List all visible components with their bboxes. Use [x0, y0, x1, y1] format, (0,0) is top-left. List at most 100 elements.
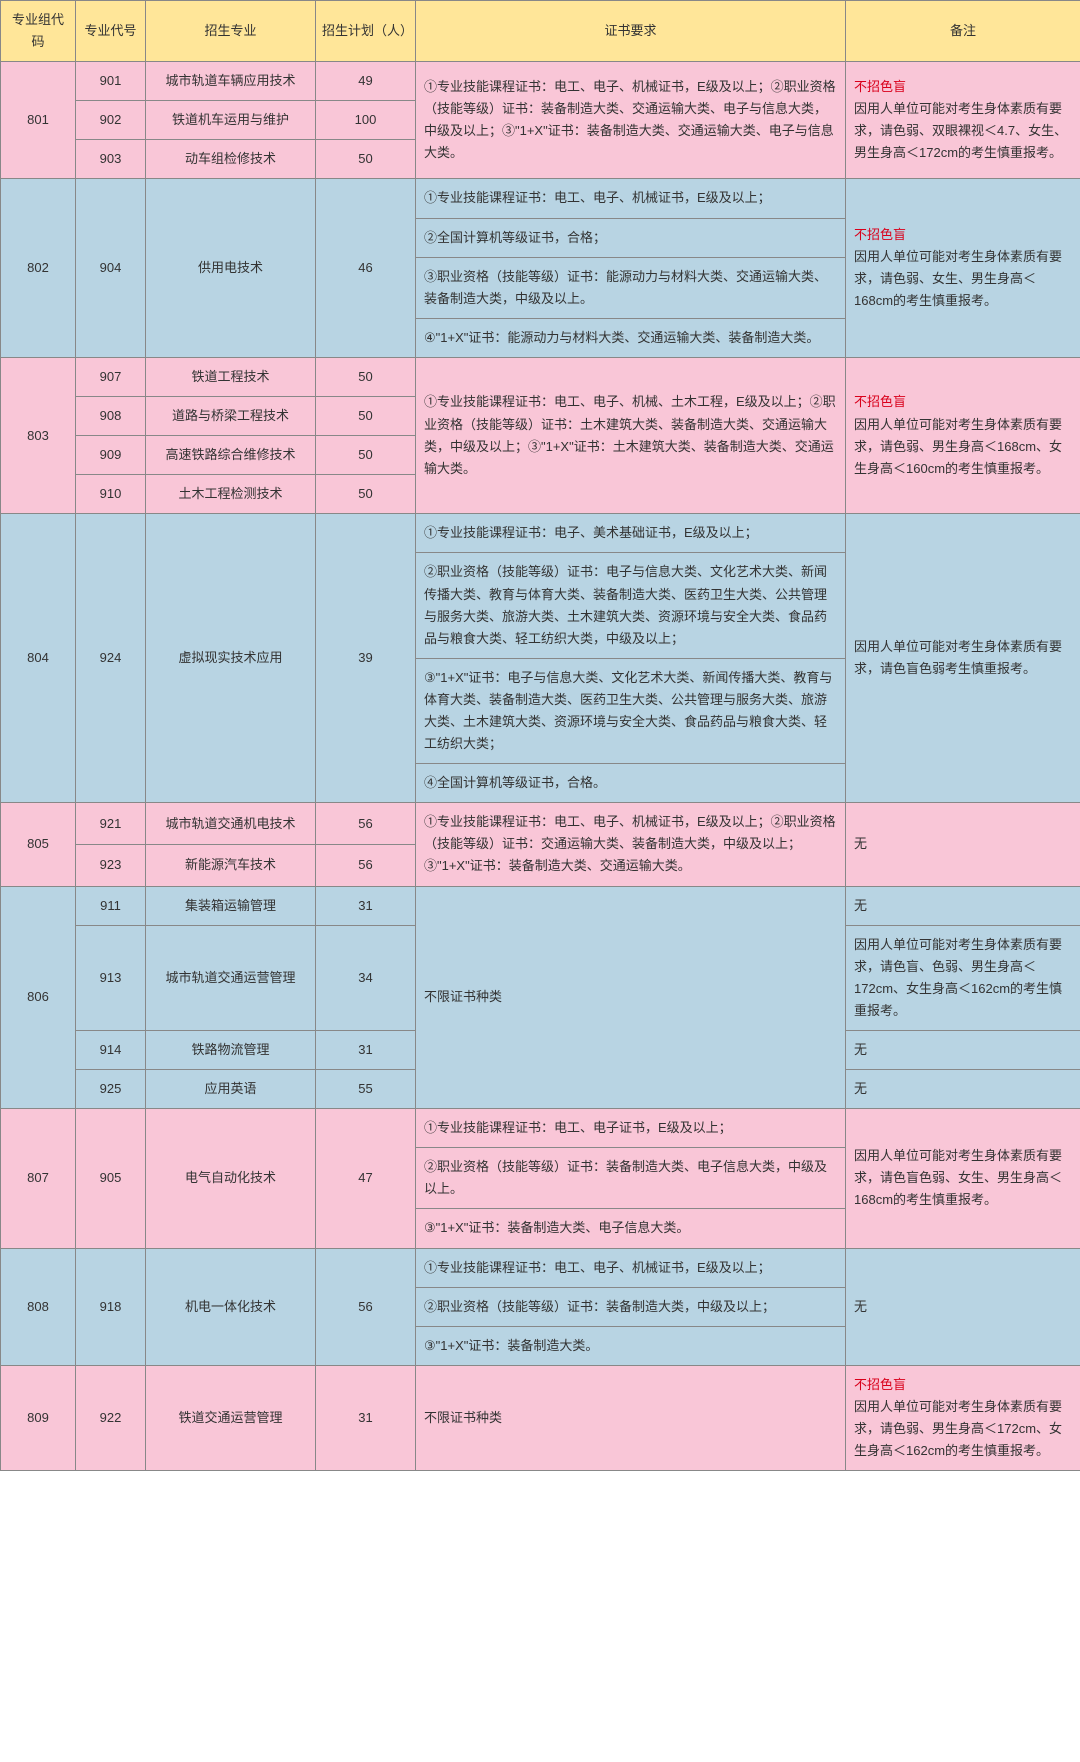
hdr-major-code: 专业代号	[76, 1, 146, 62]
plan-cell: 39	[316, 514, 416, 803]
major-code-cell: 911	[76, 886, 146, 925]
major-code-cell: 901	[76, 62, 146, 101]
plan-cell: 100	[316, 101, 416, 140]
major-code-cell: 902	[76, 101, 146, 140]
note-text: 因用人单位可能对考生身体素质有要求，请色弱、双眼裸视＜4.7、女生、男生身高＜1…	[854, 101, 1067, 160]
plan-cell: 31	[316, 886, 416, 925]
note-text: 因用人单位可能对考生身体素质有要求，请色弱、男生身高＜172cm、女生身高＜16…	[854, 1399, 1062, 1458]
major-name-cell: 电气自动化技术	[146, 1109, 316, 1248]
note-cell: 无	[846, 803, 1080, 886]
note-cell: 无	[846, 886, 1080, 925]
note-warning: 不招色盲	[854, 227, 906, 242]
note-cell: 无	[846, 1248, 1080, 1365]
major-name-cell: 新能源汽车技术	[146, 844, 316, 886]
major-code-cell: 909	[76, 436, 146, 475]
group-code-cell: 804	[1, 514, 76, 803]
major-code-cell: 905	[76, 1109, 146, 1248]
note-warning: 不招色盲	[854, 1377, 906, 1392]
note-cell: 无	[846, 1070, 1080, 1109]
cert-cell: ①专业技能课程证书：电工、电子、机械证书，E级及以上；②职业资格（技能等级）证书…	[416, 803, 846, 886]
major-name-cell: 高速铁路综合维修技术	[146, 436, 316, 475]
note-cell: 不招色盲因用人单位可能对考生身体素质有要求，请色弱、双眼裸视＜4.7、女生、男生…	[846, 62, 1080, 179]
cert-cell: ①专业技能课程证书：电子、美术基础证书，E级及以上；	[416, 514, 846, 553]
note-cell: 因用人单位可能对考生身体素质有要求，请色盲、色弱、男生身高＜172cm、女生身高…	[846, 925, 1080, 1030]
group-code-cell: 802	[1, 179, 76, 357]
cert-cell: ③"1+X"证书：电子与信息大类、文化艺术大类、新闻传播大类、教育与体育大类、装…	[416, 658, 846, 763]
note-cell: 因用人单位可能对考生身体素质有要求，请色盲色弱考生慎重报考。	[846, 514, 1080, 803]
plan-cell: 47	[316, 1109, 416, 1248]
major-name-cell: 城市轨道车辆应用技术	[146, 62, 316, 101]
plan-cell: 50	[316, 357, 416, 396]
note-cell: 不招色盲因用人单位可能对考生身体素质有要求，请色弱、男生身高＜172cm、女生身…	[846, 1365, 1080, 1470]
note-cell: 不招色盲因用人单位可能对考生身体素质有要求，请色弱、女生、男生身高＜168cm的…	[846, 179, 1080, 357]
plan-cell: 50	[316, 397, 416, 436]
plan-cell: 50	[316, 140, 416, 179]
hdr-plan: 招生计划（人）	[316, 1, 416, 62]
hdr-cert: 证书要求	[416, 1, 846, 62]
table-row: 803907铁道工程技术50①专业技能课程证书：电工、电子、机械、土木工程，E级…	[1, 357, 1080, 396]
cert-cell: ①专业技能课程证书：电工、电子、机械证书，E级及以上；	[416, 1248, 846, 1287]
plan-cell: 56	[316, 844, 416, 886]
major-name-cell: 应用英语	[146, 1070, 316, 1109]
major-name-cell: 城市轨道交通运营管理	[146, 925, 316, 1030]
plan-cell: 31	[316, 1365, 416, 1470]
plan-cell: 56	[316, 803, 416, 845]
major-code-cell: 907	[76, 357, 146, 396]
group-code-cell: 803	[1, 357, 76, 513]
table-row: 808918机电一体化技术56①专业技能课程证书：电工、电子、机械证书，E级及以…	[1, 1248, 1080, 1287]
table-row: 804924虚拟现实技术应用39①专业技能课程证书：电子、美术基础证书，E级及以…	[1, 514, 1080, 553]
admission-table: 专业组代码 专业代号 招生专业 招生计划（人） 证书要求 备注 801901城市…	[0, 0, 1080, 1471]
plan-cell: 49	[316, 62, 416, 101]
table-body: 801901城市轨道车辆应用技术49①专业技能课程证书：电工、电子、机械证书，E…	[1, 62, 1080, 1471]
major-code-cell: 904	[76, 179, 146, 357]
cert-cell: ②职业资格（技能等级）证书：电子与信息大类、文化艺术大类、新闻传播大类、教育与体…	[416, 553, 846, 658]
group-code-cell: 808	[1, 1248, 76, 1365]
table-row: 807905电气自动化技术47①专业技能课程证书：电工、电子证书，E级及以上；因…	[1, 1109, 1080, 1148]
group-code-cell: 809	[1, 1365, 76, 1470]
major-name-cell: 城市轨道交通机电技术	[146, 803, 316, 845]
major-name-cell: 机电一体化技术	[146, 1248, 316, 1365]
major-code-cell: 921	[76, 803, 146, 845]
table-header: 专业组代码 专业代号 招生专业 招生计划（人） 证书要求 备注	[1, 1, 1080, 62]
major-name-cell: 集装箱运输管理	[146, 886, 316, 925]
plan-cell: 46	[316, 179, 416, 357]
plan-cell: 50	[316, 475, 416, 514]
plan-cell: 31	[316, 1031, 416, 1070]
cert-cell: 不限证书种类	[416, 1365, 846, 1470]
major-name-cell: 虚拟现实技术应用	[146, 514, 316, 803]
cert-cell: ②职业资格（技能等级）证书：装备制造大类，中级及以上；	[416, 1287, 846, 1326]
plan-cell: 50	[316, 436, 416, 475]
major-name-cell: 铁道机车运用与维护	[146, 101, 316, 140]
group-code-cell: 806	[1, 886, 76, 1109]
major-code-cell: 903	[76, 140, 146, 179]
major-code-cell: 918	[76, 1248, 146, 1365]
major-name-cell: 道路与桥梁工程技术	[146, 397, 316, 436]
cert-cell: ②全国计算机等级证书，合格；	[416, 218, 846, 257]
hdr-note: 备注	[846, 1, 1080, 62]
major-code-cell: 924	[76, 514, 146, 803]
table-row: 809922铁道交通运营管理31不限证书种类不招色盲因用人单位可能对考生身体素质…	[1, 1365, 1080, 1470]
cert-cell: ①专业技能课程证书：电工、电子、机械、土木工程，E级及以上；②职业资格（技能等级…	[416, 357, 846, 513]
note-text: 因用人单位可能对考生身体素质有要求，请色弱、男生身高＜168cm、女生身高＜16…	[854, 417, 1062, 476]
cert-cell: 不限证书种类	[416, 886, 846, 1109]
major-code-cell: 913	[76, 925, 146, 1030]
table-row: 802904供用电技术46①专业技能课程证书：电工、电子、机械证书，E级及以上；…	[1, 179, 1080, 218]
note-cell: 不招色盲因用人单位可能对考生身体素质有要求，请色弱、男生身高＜168cm、女生身…	[846, 357, 1080, 513]
cert-cell: ④"1+X"证书：能源动力与材料大类、交通运输大类、装备制造大类。	[416, 318, 846, 357]
plan-cell: 34	[316, 925, 416, 1030]
major-name-cell: 铁道工程技术	[146, 357, 316, 396]
note-text: 因用人单位可能对考生身体素质有要求，请色盲色弱、女生、男生身高＜168cm的考生…	[854, 1148, 1062, 1207]
note-warning: 不招色盲	[854, 394, 906, 409]
cert-cell: ③"1+X"证书：装备制造大类、电子信息大类。	[416, 1209, 846, 1248]
note-cell: 无	[846, 1031, 1080, 1070]
cert-cell: ④全国计算机等级证书，合格。	[416, 764, 846, 803]
plan-cell: 55	[316, 1070, 416, 1109]
major-code-cell: 925	[76, 1070, 146, 1109]
cert-cell: ③"1+X"证书：装备制造大类。	[416, 1326, 846, 1365]
note-text: 因用人单位可能对考生身体素质有要求，请色盲色弱考生慎重报考。	[854, 639, 1062, 676]
major-name-cell: 土木工程检测技术	[146, 475, 316, 514]
group-code-cell: 807	[1, 1109, 76, 1248]
major-code-cell: 910	[76, 475, 146, 514]
hdr-group-code: 专业组代码	[1, 1, 76, 62]
major-name-cell: 供用电技术	[146, 179, 316, 357]
